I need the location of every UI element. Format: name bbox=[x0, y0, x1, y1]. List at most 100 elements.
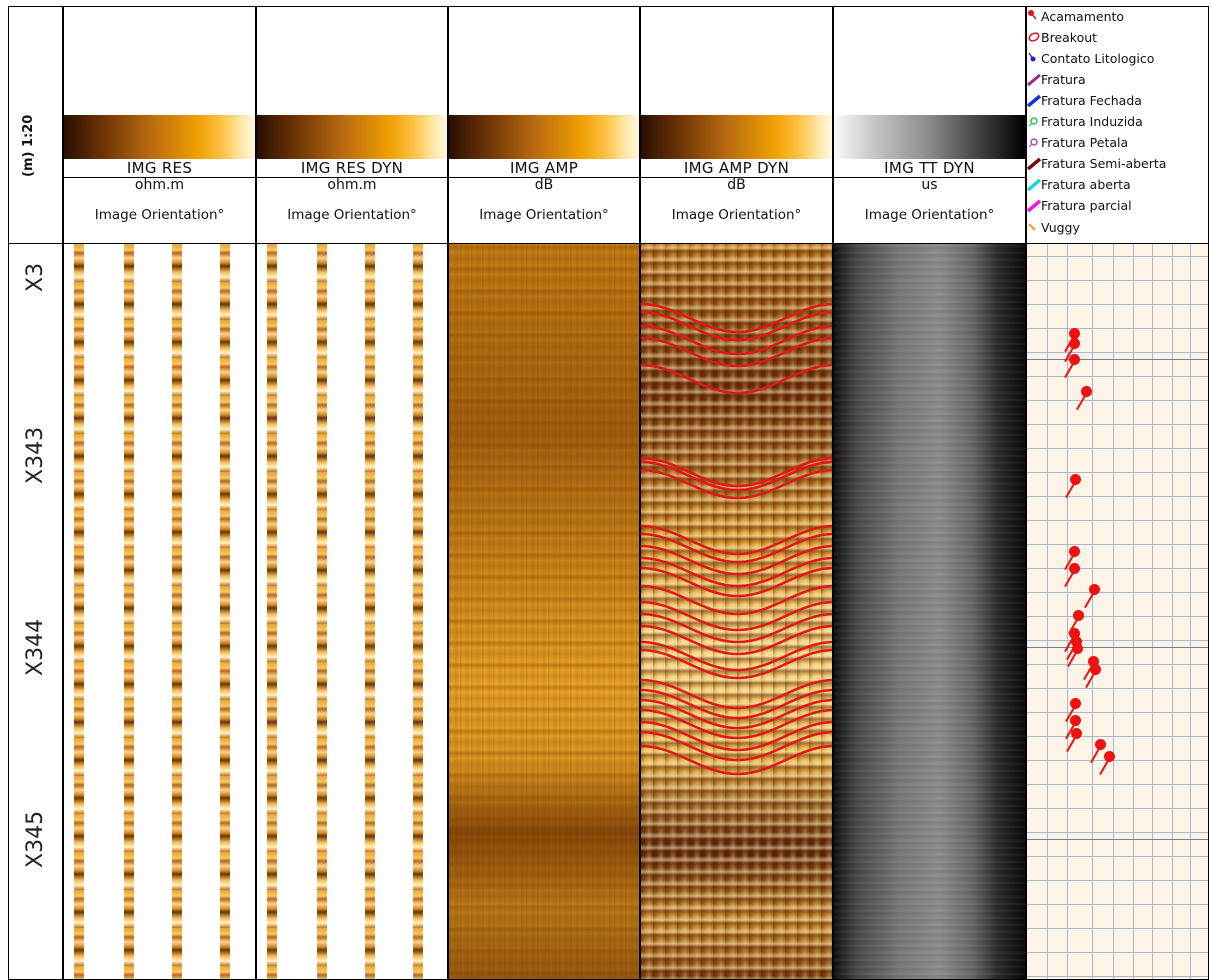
legend-item-fratura-petala[interactable]: Fratura Petala bbox=[1027, 135, 1128, 156]
depth-track[interactable]: X3 X343 X344 X345 bbox=[9, 244, 64, 979]
sinusoid-pick[interactable] bbox=[641, 363, 833, 395]
sinusoid-pick[interactable] bbox=[641, 532, 833, 564]
legend-label: Fratura Induzida bbox=[1041, 114, 1143, 129]
dip-tadpole[interactable] bbox=[1095, 739, 1106, 750]
dip-tadpole[interactable] bbox=[1073, 610, 1084, 621]
dip-tadpole[interactable] bbox=[1069, 628, 1080, 639]
sinusoid-pick[interactable] bbox=[641, 544, 833, 576]
dip-tadpole[interactable] bbox=[1071, 728, 1082, 739]
grid-line bbox=[1027, 448, 1208, 449]
dip-tadpole[interactable] bbox=[1072, 643, 1083, 654]
dip-tadpole[interactable] bbox=[1069, 546, 1080, 557]
sinusoid-pick[interactable] bbox=[641, 302, 833, 334]
sinusoid-pick[interactable] bbox=[641, 744, 833, 776]
scale-header: (m) 1:20 bbox=[9, 7, 64, 243]
dip-tadpole[interactable] bbox=[1081, 386, 1092, 397]
header-img-res-dyn[interactable]: IMG RES DYN ohm.m Image Orientation° bbox=[257, 7, 449, 243]
depth-scale-label[interactable]: (m) 1:20 bbox=[21, 114, 36, 177]
legend-item-breakout[interactable]: Breakout bbox=[1027, 30, 1097, 51]
sinusoid-pick[interactable] bbox=[641, 310, 833, 342]
sinusoid-pick[interactable] bbox=[641, 456, 833, 488]
sinusoid-pick[interactable] bbox=[641, 612, 833, 644]
legend-item-fratura-parcial[interactable]: Fratura parcial bbox=[1027, 198, 1132, 219]
dip-tadpole[interactable] bbox=[1070, 715, 1081, 726]
grid-line bbox=[1027, 424, 1208, 425]
sinusoid-pick[interactable] bbox=[641, 524, 833, 556]
curve-name: IMG RES bbox=[64, 159, 255, 178]
sinusoid-pick[interactable] bbox=[641, 640, 833, 672]
sinusoid-pick[interactable] bbox=[641, 624, 833, 656]
grid-line bbox=[1092, 244, 1093, 979]
dip-tadpole[interactable] bbox=[1069, 338, 1080, 349]
tadpole-icon bbox=[1027, 9, 1041, 23]
grid-line bbox=[1027, 352, 1208, 353]
sinusoid-pick[interactable] bbox=[641, 678, 833, 710]
log-viewer: (m) 1:20 IMG RES ohm.m Image Orientation… bbox=[8, 6, 1209, 980]
pick-legend[interactable]: Acamamento Breakout Contato Litologico F… bbox=[1027, 7, 1208, 243]
image-track-img-tt-dyn[interactable] bbox=[834, 244, 1027, 979]
tadpole-tail bbox=[1064, 570, 1075, 588]
dip-tadpole[interactable] bbox=[1090, 664, 1101, 675]
sinusoid-pick[interactable] bbox=[641, 730, 833, 762]
legend-item-fratura-semi-aberta[interactable]: Fratura Semi-aberta bbox=[1027, 156, 1166, 177]
sinusoid-pick[interactable] bbox=[641, 468, 833, 500]
grid-line bbox=[1027, 928, 1208, 929]
image-track-img-res-dyn[interactable] bbox=[257, 244, 449, 979]
header-img-amp-dyn[interactable]: IMG AMP DYN dB Image Orientation° bbox=[641, 7, 834, 243]
picked-sinusoids[interactable] bbox=[641, 244, 834, 980]
header-img-tt-dyn[interactable]: IMG TT DYN us Image Orientation° bbox=[834, 7, 1027, 243]
dip-tadpole[interactable] bbox=[1088, 656, 1099, 667]
pad-stripe bbox=[172, 244, 182, 979]
legend-item-fratura[interactable]: Fratura bbox=[1027, 72, 1086, 93]
legend-item-fratura-induzida[interactable]: Fratura Induzida bbox=[1027, 114, 1143, 135]
grid-line bbox=[1027, 784, 1208, 785]
header-img-res[interactable]: IMG RES ohm.m Image Orientation° bbox=[64, 7, 257, 243]
legend-item-fratura-fechada[interactable]: Fratura Fechada bbox=[1027, 93, 1142, 114]
sinusoid-pick[interactable] bbox=[641, 336, 833, 368]
pad-stripe bbox=[317, 244, 327, 979]
sinusoid-pick[interactable] bbox=[641, 600, 833, 632]
image-track-img-amp[interactable] bbox=[449, 244, 641, 979]
legend-item-acamamento[interactable]: Acamamento bbox=[1027, 9, 1124, 30]
sinusoid-pick[interactable] bbox=[641, 648, 833, 680]
sinusoid-pick[interactable] bbox=[641, 324, 833, 356]
grid-line bbox=[1027, 976, 1208, 977]
legend-item-contato-litologico[interactable]: Contato Litologico bbox=[1027, 51, 1154, 72]
sinusoid-pick[interactable] bbox=[641, 556, 833, 588]
grid-line bbox=[1027, 376, 1208, 377]
image-track-img-amp-dyn[interactable] bbox=[641, 244, 834, 980]
dip-tadpole-track[interactable] bbox=[1027, 244, 1208, 979]
grid-line bbox=[1027, 328, 1208, 329]
sinusoid-pick[interactable] bbox=[641, 566, 833, 598]
sinusoid-pick[interactable] bbox=[641, 460, 833, 492]
orientation-label: Image Orientation° bbox=[287, 207, 417, 223]
dip-tadpole[interactable] bbox=[1070, 474, 1081, 485]
grid-line bbox=[1027, 304, 1208, 305]
sinusoid-pick[interactable] bbox=[641, 698, 833, 730]
legend-item-vuggy[interactable]: Vuggy bbox=[1027, 220, 1080, 241]
legend-item-fratura-aberta[interactable]: Fratura aberta bbox=[1027, 177, 1131, 198]
orientation-label: Image Orientation° bbox=[671, 207, 802, 223]
legend-label: Fratura Fechada bbox=[1041, 93, 1142, 108]
sinusoid-pick[interactable] bbox=[641, 688, 833, 720]
grid-line bbox=[1027, 880, 1208, 881]
sinusoid-pick[interactable] bbox=[641, 708, 833, 740]
header-img-amp[interactable]: IMG AMP dB Image Orientation° bbox=[449, 7, 641, 243]
curve-name: IMG TT DYN bbox=[834, 159, 1025, 178]
dip-tadpole[interactable] bbox=[1070, 698, 1081, 709]
dip-tadpole[interactable] bbox=[1069, 354, 1080, 365]
tadpole-tail bbox=[1076, 393, 1087, 411]
dip-tadpole[interactable] bbox=[1089, 584, 1100, 595]
sinusoid-pick[interactable] bbox=[641, 720, 833, 752]
curve-unit: dB bbox=[534, 177, 554, 193]
dip-tadpole[interactable] bbox=[1071, 636, 1082, 647]
dip-tadpole[interactable] bbox=[1104, 751, 1115, 762]
dip-tadpole[interactable] bbox=[1069, 328, 1080, 339]
track-area[interactable]: X3 X343 X344 X345 bbox=[9, 244, 1208, 980]
legend-label: Fratura Semi-aberta bbox=[1041, 156, 1167, 171]
dip-tadpole[interactable] bbox=[1069, 563, 1080, 574]
image-track-img-res[interactable] bbox=[64, 244, 257, 979]
curve-unit: dB bbox=[727, 177, 746, 193]
sinusoid-pick[interactable] bbox=[641, 584, 833, 616]
vug-icon bbox=[1027, 220, 1041, 234]
